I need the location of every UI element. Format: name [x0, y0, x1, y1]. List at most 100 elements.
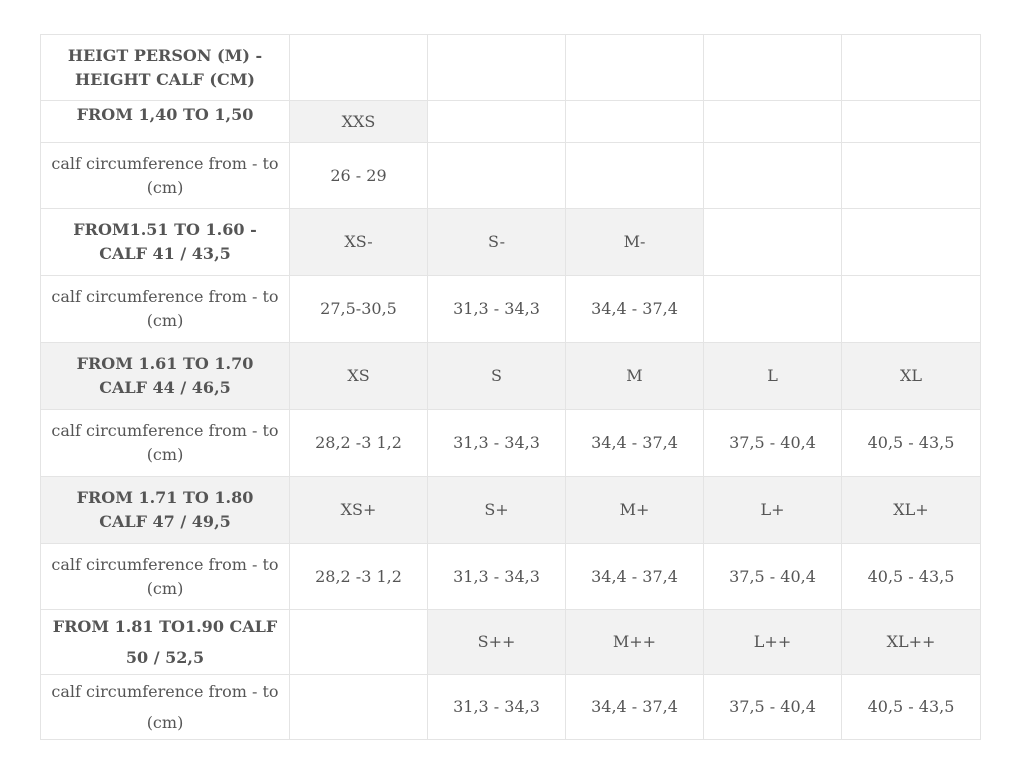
header-cell	[427, 34, 566, 101]
calf-cell: 34,4 - 37,4	[565, 409, 704, 477]
height-range-label: FROM1.51 TO 1.60 - CALF 41 / 43,5	[40, 208, 290, 276]
height-range-line1: FROM 1,40 TO 1,50	[76, 105, 254, 124]
calf-row: calf circumference from - to (cm) 31,3 -…	[40, 674, 981, 740]
calf-label-line2: (cm)	[146, 578, 184, 598]
calf-cell	[703, 275, 842, 343]
height-range-line2: CALF 47 / 49,5	[99, 512, 231, 531]
size-cell	[841, 100, 981, 143]
size-cell: S-	[427, 208, 566, 276]
size-cell: S++	[427, 609, 566, 675]
table-title: HEIGT PERSON (M) - HEIGHT CALF (CM)	[40, 34, 290, 101]
size-cell	[289, 609, 428, 675]
size-row: FROM 1.81 TO1.90 CALF 50 / 52,5 S++ M++ …	[40, 609, 981, 675]
size-cell: M++	[565, 609, 704, 675]
header-cell	[565, 34, 704, 101]
size-row: FROM 1.61 TO 1.70 CALF 44 / 46,5 XS S M …	[40, 342, 981, 410]
height-range-label: FROM 1.81 TO1.90 CALF 50 / 52,5	[40, 609, 290, 675]
size-cell: M	[565, 342, 704, 410]
calf-label: calf circumference from - to (cm)	[40, 543, 290, 610]
calf-row: calf circumference from - to (cm) 27,5-3…	[40, 275, 981, 343]
size-cell: XXS	[289, 100, 428, 143]
calf-cell: 31,3 - 34,3	[427, 674, 566, 740]
calf-cell: 27,5-30,5	[289, 275, 428, 343]
calf-cell: 34,4 - 37,4	[565, 543, 704, 610]
size-cell: XL+	[841, 476, 981, 544]
height-range-label: FROM 1.61 TO 1.70 CALF 44 / 46,5	[40, 342, 290, 410]
height-range-line1: FROM 1.61 TO 1.70	[76, 354, 254, 373]
table-title-line2: HEIGHT CALF (CM)	[75, 69, 255, 89]
calf-label-line1: calf circumference from - to	[51, 682, 279, 701]
size-cell: XL++	[841, 609, 981, 675]
size-cell: XS+	[289, 476, 428, 544]
calf-cell: 40,5 - 43,5	[841, 543, 981, 610]
calf-cell: 40,5 - 43,5	[841, 674, 981, 740]
height-range-line2: 50 / 52,5	[125, 648, 205, 667]
size-cell: XS	[289, 342, 428, 410]
size-row: FROM 1,40 TO 1,50 XXS	[40, 100, 981, 143]
calf-label-line1: calf circumference from - to	[51, 153, 279, 173]
calf-label-line2: (cm)	[146, 177, 184, 197]
calf-cell: 37,5 - 40,4	[703, 409, 842, 477]
calf-cell: 40,5 - 43,5	[841, 409, 981, 477]
table-title-line1: HEIGT PERSON (M) -	[67, 45, 263, 65]
size-row: FROM1.51 TO 1.60 - CALF 41 / 43,5 XS- S-…	[40, 208, 981, 276]
header-cell	[703, 34, 842, 101]
calf-cell	[703, 142, 842, 209]
calf-cell: 31,3 - 34,3	[427, 275, 566, 343]
size-cell: M-	[565, 208, 704, 276]
size-cell: S+	[427, 476, 566, 544]
size-cell: M+	[565, 476, 704, 544]
size-cell: S	[427, 342, 566, 410]
calf-cell: 34,4 - 37,4	[565, 275, 704, 343]
calf-cell: 28,2 -3 1,2	[289, 543, 428, 610]
calf-label: calf circumference from - to (cm)	[40, 275, 290, 343]
height-range-line1: FROM1.51 TO 1.60 -	[73, 220, 257, 239]
calf-cell: 31,3 - 34,3	[427, 543, 566, 610]
size-row: FROM 1.71 TO 1.80 CALF 47 / 49,5 XS+ S+ …	[40, 476, 981, 544]
calf-label-line2: (cm)	[146, 311, 184, 330]
calf-label-line1: calf circumference from - to	[51, 287, 279, 306]
size-table: HEIGT PERSON (M) - HEIGHT CALF (CM) FROM…	[40, 34, 981, 740]
calf-cell: 37,5 - 40,4	[703, 543, 842, 610]
calf-cell	[427, 142, 566, 209]
calf-label: calf circumference from - to (cm)	[40, 142, 290, 209]
calf-cell: 26 - 29	[289, 142, 428, 209]
height-range-label: FROM 1.71 TO 1.80 CALF 47 / 49,5	[40, 476, 290, 544]
calf-row: calf circumference from - to (cm) 26 - 2…	[40, 142, 981, 209]
calf-cell: 34,4 - 37,4	[565, 674, 704, 740]
header-row: HEIGT PERSON (M) - HEIGHT CALF (CM)	[40, 34, 981, 101]
size-cell	[565, 100, 704, 143]
height-range-line2: CALF 41 / 43,5	[99, 244, 231, 263]
calf-label: calf circumference from - to (cm)	[40, 409, 290, 477]
calf-cell	[841, 275, 981, 343]
height-range-line2: CALF 44 / 46,5	[99, 378, 231, 397]
size-cell: XL	[841, 342, 981, 410]
calf-label-line1: calf circumference from - to	[51, 421, 279, 440]
calf-label-line1: calf circumference from - to	[51, 554, 279, 574]
size-cell	[427, 100, 566, 143]
size-cell: XS-	[289, 208, 428, 276]
height-range-line1: FROM 1.71 TO 1.80	[76, 488, 254, 507]
size-cell	[703, 100, 842, 143]
header-cell	[841, 34, 981, 101]
calf-row: calf circumference from - to (cm) 28,2 -…	[40, 409, 981, 477]
calf-label-line2: (cm)	[146, 713, 184, 732]
calf-cell: 31,3 - 34,3	[427, 409, 566, 477]
calf-label-line2: (cm)	[146, 445, 184, 464]
calf-cell	[565, 142, 704, 209]
height-range-label: FROM 1,40 TO 1,50	[40, 100, 290, 143]
calf-row: calf circumference from - to (cm) 28,2 -…	[40, 543, 981, 610]
size-cell	[841, 208, 981, 276]
calf-cell	[841, 142, 981, 209]
calf-cell: 28,2 -3 1,2	[289, 409, 428, 477]
header-cell	[289, 34, 428, 101]
calf-label: calf circumference from - to (cm)	[40, 674, 290, 740]
size-cell: L+	[703, 476, 842, 544]
calf-cell: 37,5 - 40,4	[703, 674, 842, 740]
calf-cell	[289, 674, 428, 740]
size-cell: L++	[703, 609, 842, 675]
size-chart: HEIGT PERSON (M) - HEIGHT CALF (CM) FROM…	[40, 34, 981, 740]
size-cell: L	[703, 342, 842, 410]
size-cell	[703, 208, 842, 276]
height-range-line1: FROM 1.81 TO1.90 CALF	[52, 617, 278, 636]
